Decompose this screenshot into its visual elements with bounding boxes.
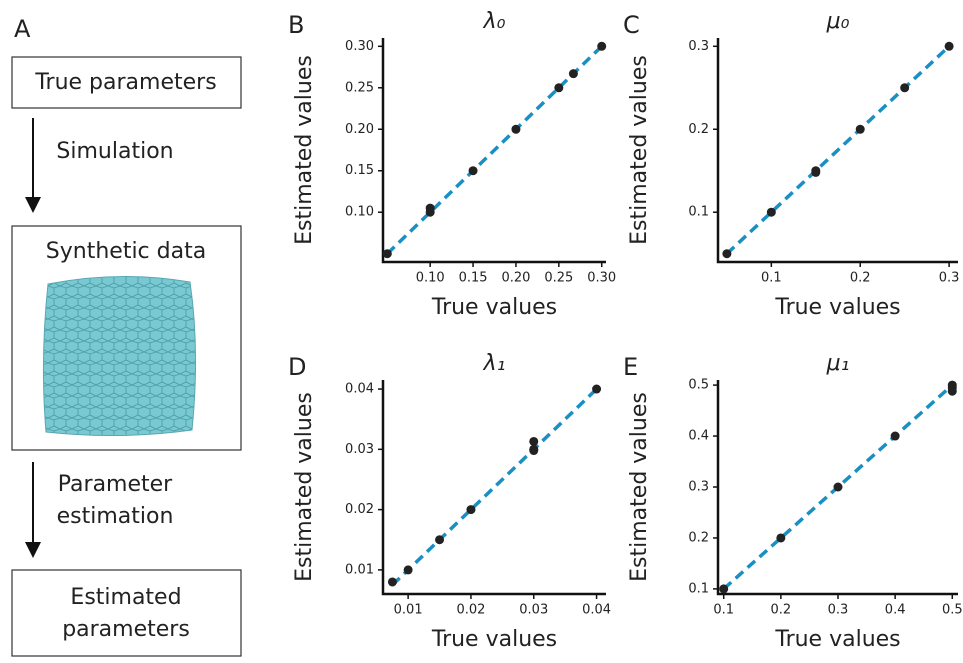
- box-text: parameters: [62, 617, 190, 642]
- step-text: Parameter: [58, 472, 173, 497]
- x-tick-label: 0.3: [828, 603, 849, 618]
- point: [435, 535, 445, 545]
- x-tick-label: 0.2: [771, 603, 792, 618]
- panel-label: E: [623, 353, 638, 381]
- y-axis-label: Estimated values: [292, 55, 317, 245]
- y-axis-label: Estimated values: [292, 392, 317, 582]
- x-tick-label: 0.25: [544, 271, 573, 286]
- chart-title: λ₀: [483, 9, 506, 34]
- y-tick-label: 0.3: [688, 480, 709, 495]
- identity-line: [391, 387, 598, 587]
- axis-spine: [381, 380, 606, 596]
- y-tick-label: 0.04: [345, 382, 374, 397]
- point: [722, 249, 732, 259]
- panel-label: D: [288, 353, 306, 381]
- tissue-image: [42, 276, 197, 437]
- box-text: Synthetic data: [46, 239, 206, 264]
- y-tick-label: 0.25: [345, 80, 374, 95]
- y-tick-label: 0.3: [688, 39, 709, 54]
- point: [387, 577, 397, 587]
- point: [944, 41, 954, 51]
- y-tick-label: 0.10: [345, 205, 374, 220]
- identity-line: [725, 45, 951, 255]
- point: [890, 431, 900, 441]
- box-text: Estimated: [70, 585, 181, 610]
- point: [855, 124, 865, 134]
- point: [529, 446, 539, 456]
- x-tick-label: 0.20: [501, 271, 530, 286]
- x-tick-label: 0.1: [761, 271, 782, 286]
- y-tick-label: 0.1: [688, 205, 709, 220]
- point: [766, 207, 776, 217]
- panel-label: B: [288, 11, 304, 39]
- point: [776, 533, 786, 543]
- step-text: Simulation: [56, 139, 173, 164]
- diagram: A True parameters Simulation Synthetic d…: [11, 15, 242, 657]
- y-tick-label: 0.03: [345, 442, 374, 457]
- x-axis-label: True values: [774, 295, 900, 320]
- point: [425, 207, 435, 217]
- x-tick-label: 0.4: [885, 603, 906, 618]
- y-tick-label: 0.01: [345, 562, 374, 577]
- point: [382, 249, 392, 259]
- axis-spine: [716, 380, 958, 596]
- x-tick-label: 0.10: [416, 271, 445, 286]
- identity-line: [386, 45, 603, 255]
- axis-spine: [381, 38, 606, 264]
- point: [554, 83, 564, 93]
- y-tick-label: 0.2: [688, 530, 709, 545]
- y-tick-label: 0.4: [688, 429, 709, 444]
- axis-spine: [716, 38, 958, 264]
- x-tick-label: 0.2: [850, 271, 871, 286]
- point: [719, 584, 729, 594]
- point: [466, 505, 476, 515]
- point: [811, 167, 821, 177]
- box: [11, 225, 242, 451]
- x-tick-label: 0.02: [456, 603, 485, 618]
- y-tick-label: 0.20: [345, 122, 374, 137]
- box: [11, 56, 242, 109]
- x-tick-label: 0.01: [394, 603, 423, 618]
- box: [11, 569, 242, 657]
- y-tick-label: 0.2: [688, 122, 709, 137]
- x-tick-label: 0.1: [713, 603, 734, 618]
- point: [947, 386, 957, 396]
- y-tick-label: 0.15: [345, 163, 374, 178]
- point: [403, 565, 413, 575]
- y-axis-label: Estimated values: [627, 55, 652, 245]
- x-tick-label: 0.15: [459, 271, 488, 286]
- point: [568, 69, 578, 79]
- y-tick-label: 0.30: [345, 39, 374, 54]
- x-tick-label: 0.3: [939, 271, 960, 286]
- x-tick-label: 0.5: [942, 603, 963, 618]
- x-tick-label: 0.04: [582, 603, 611, 618]
- chart-title: μ₁: [826, 351, 850, 376]
- panel-label: A: [14, 15, 31, 43]
- y-tick-label: 0.02: [345, 502, 374, 517]
- x-tick-label: 0.03: [519, 603, 548, 618]
- y-tick-label: 0.1: [688, 581, 709, 596]
- point: [468, 166, 478, 176]
- x-axis-label: True values: [431, 627, 557, 652]
- y-axis-label: Estimated values: [627, 392, 652, 582]
- x-axis-label: True values: [774, 627, 900, 652]
- x-axis-label: True values: [431, 295, 557, 320]
- panel-label: C: [623, 11, 640, 39]
- point: [511, 124, 521, 134]
- y-tick-label: 0.5: [688, 378, 709, 393]
- point: [529, 436, 539, 446]
- point: [833, 482, 843, 492]
- x-tick-label: 0.30: [587, 271, 616, 286]
- point: [592, 384, 602, 394]
- step-text: estimation: [57, 504, 174, 529]
- point: [900, 83, 910, 93]
- chart-title: λ₁: [483, 351, 506, 376]
- box-text: True parameters: [34, 70, 216, 95]
- point: [597, 41, 607, 51]
- chart-title: μ₀: [826, 9, 850, 34]
